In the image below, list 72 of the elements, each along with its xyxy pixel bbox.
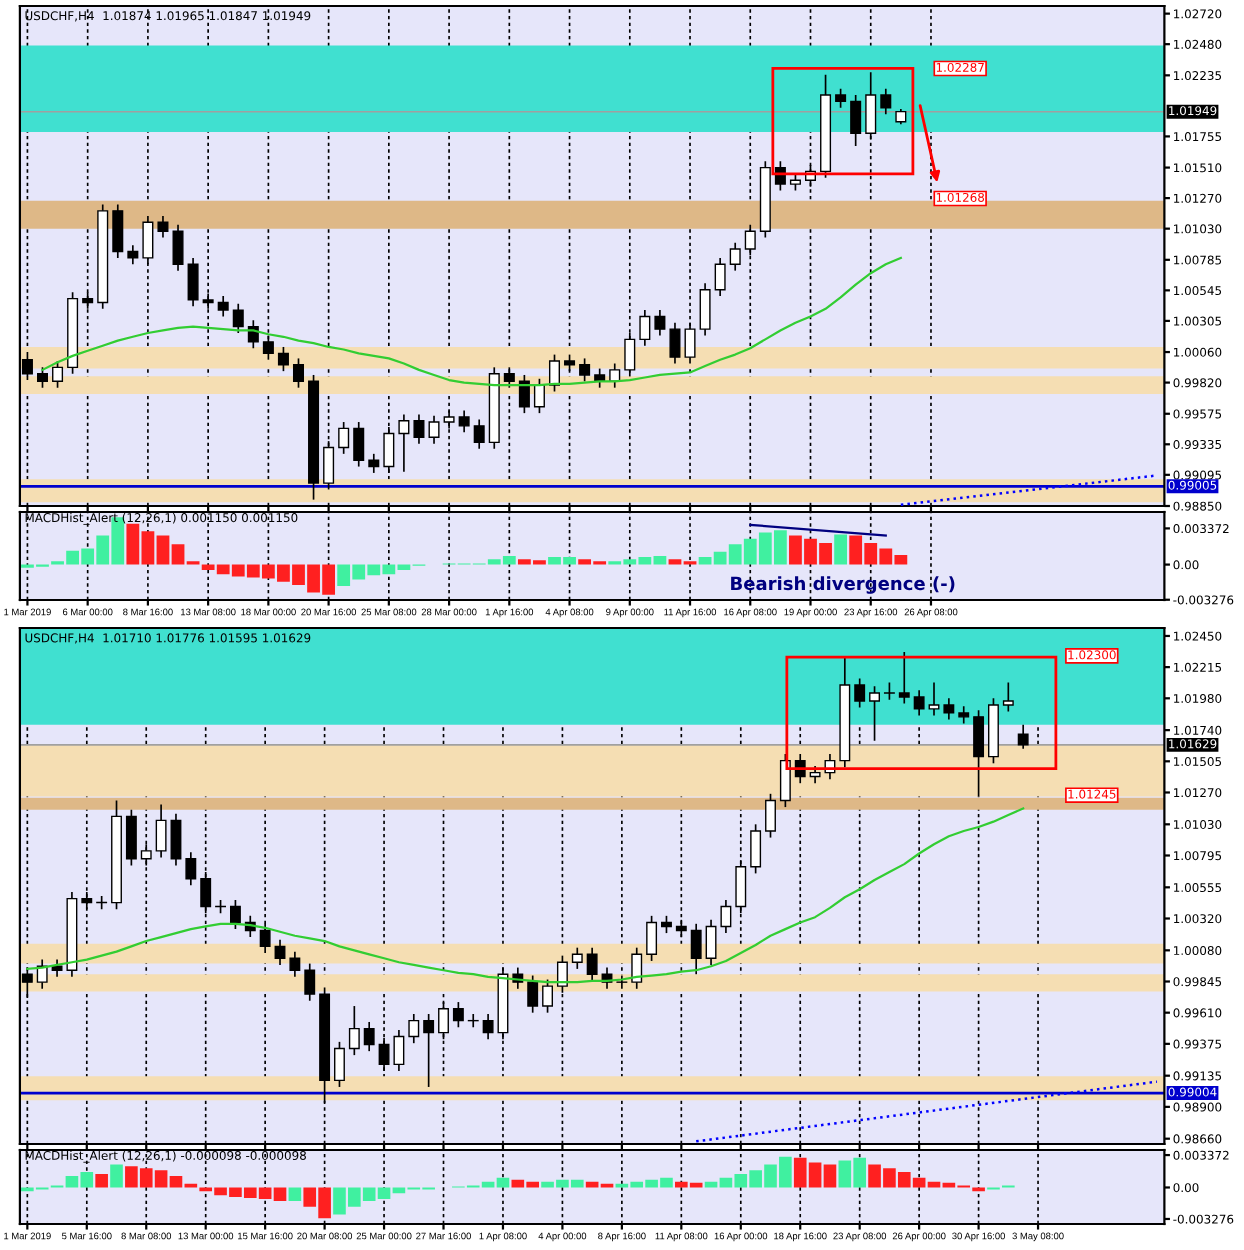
candlestick — [289, 950, 301, 978]
candlestick — [850, 94, 862, 147]
candlestick — [413, 413, 425, 445]
bar — [95, 1174, 108, 1188]
annotation: Bearish divergence (-) — [731, 576, 955, 594]
candlestick — [423, 1013, 435, 1088]
candlestick — [274, 938, 286, 966]
candlestick — [348, 1005, 360, 1056]
bar — [288, 1187, 302, 1201]
candlestick — [185, 851, 197, 887]
candlestick — [542, 978, 554, 1014]
candlestick — [292, 357, 305, 389]
candlestick — [217, 295, 229, 318]
candlestick — [36, 366, 49, 389]
candlestick — [869, 685, 880, 742]
candlestick — [854, 677, 866, 709]
candlestick — [229, 899, 241, 930]
bar — [834, 534, 848, 565]
candlestick — [334, 1041, 345, 1088]
candlestick — [170, 812, 182, 867]
candlestick — [428, 414, 440, 445]
candlestick — [639, 309, 651, 347]
candlestick — [631, 946, 643, 990]
candlestick — [338, 421, 350, 455]
candlestick — [368, 453, 380, 474]
candlestick — [765, 792, 776, 839]
candlestick — [363, 1021, 375, 1052]
candlestick — [571, 946, 583, 970]
candlestick — [548, 353, 561, 393]
candlestick — [774, 160, 786, 192]
candlestick — [669, 321, 681, 365]
bar — [110, 1164, 123, 1188]
candlestick — [898, 651, 910, 705]
candlestick — [353, 421, 365, 468]
candlestick — [913, 689, 925, 717]
candlestick — [52, 360, 64, 389]
candlestick — [518, 374, 530, 414]
candlestick — [699, 282, 711, 337]
candlestick — [187, 257, 199, 308]
candlestick — [482, 1013, 494, 1041]
candlestick — [684, 321, 696, 365]
candlestick — [646, 915, 658, 962]
candlestick — [232, 302, 244, 334]
candlestick — [473, 418, 485, 450]
candlestick — [943, 697, 955, 721]
candlestick — [408, 1013, 420, 1045]
candlestick — [586, 946, 598, 982]
candlestick — [527, 974, 539, 1014]
candlestick — [880, 87, 892, 115]
candlestick — [452, 1001, 464, 1029]
candlestick — [533, 377, 545, 414]
candlestick — [750, 823, 762, 875]
candlestick — [579, 357, 591, 383]
candlestick — [112, 203, 124, 259]
candlestick — [125, 808, 137, 867]
candlestick — [503, 366, 515, 389]
candlestick — [729, 241, 741, 272]
candlestick — [835, 87, 847, 109]
candlestick — [928, 681, 940, 717]
candlestick — [1017, 723, 1029, 750]
candlestick — [155, 803, 167, 859]
candlestick — [277, 346, 289, 372]
candlestick — [714, 257, 726, 297]
candlestick — [304, 962, 316, 1002]
candlestick — [458, 409, 470, 434]
candlestick — [1002, 681, 1014, 713]
candlestick — [654, 309, 666, 337]
candlestick — [172, 223, 184, 272]
candlestick — [398, 413, 410, 473]
candlestick — [690, 922, 702, 976]
candlestick — [157, 215, 169, 239]
candlestick — [127, 244, 139, 266]
